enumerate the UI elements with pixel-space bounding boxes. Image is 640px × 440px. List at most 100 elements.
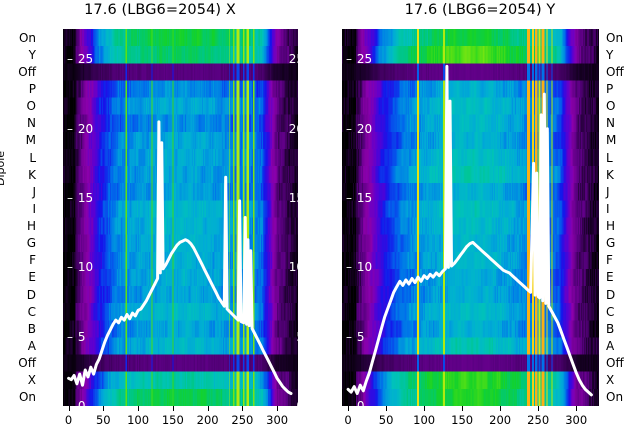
x-tick: [348, 406, 350, 411]
panel-y-title: 17.6 (LBG6=2054) Y: [404, 2, 556, 18]
x-tick-label: 200: [489, 413, 512, 427]
category-label: Off: [606, 64, 624, 79]
inner-y-tick-label: – 25: [67, 52, 94, 67]
heatmap-plot-x[interactable]: – 25 – 20 – 15 – 10 – 5 – 0 25 20 15 10 5 0: [63, 29, 298, 406]
x-tick-label: 0: [344, 413, 352, 427]
category-label: D: [26, 287, 36, 302]
category-label: F: [606, 253, 613, 268]
inner-y-tick-label: – 5: [67, 329, 86, 344]
x-axis-x: 0 50 100 150 200 250 300: [63, 406, 298, 436]
category-label: D: [606, 287, 616, 302]
x-tick-label: 200: [196, 413, 219, 427]
x-tick: [207, 406, 209, 411]
category-label: Off: [18, 64, 36, 79]
x-tick-label: 250: [231, 413, 254, 427]
inner-y-tick-label: – 20: [67, 121, 94, 136]
inner-y-tick-label: – 0: [346, 399, 365, 406]
inner-y-tick-label: – 25: [346, 52, 373, 67]
x-tick-label: 250: [527, 413, 550, 427]
x-tick-label: 300: [266, 413, 289, 427]
overlay-trace-x: [63, 29, 298, 406]
x-tick: [576, 406, 578, 411]
category-label: B: [606, 321, 615, 336]
category-label: L: [606, 150, 613, 165]
trace-path: [346, 64, 593, 397]
category-label: B: [27, 321, 36, 336]
x-tick-label: 50: [95, 413, 111, 427]
category-label: K: [28, 167, 36, 182]
x-tick: [386, 406, 388, 411]
inner-y-tick-label: – 5: [346, 329, 365, 344]
category-label: L: [29, 150, 36, 165]
inner-y-tick-label-right: 5: [296, 331, 298, 343]
category-label: On: [18, 390, 36, 405]
inner-y-tick-label: – 0: [67, 399, 86, 406]
x-axis-y: 0 50 100 150 200 250 300: [342, 406, 599, 436]
inner-y-tick-label-right: 0: [296, 400, 298, 406]
x-tick-label: 50: [378, 413, 394, 427]
x-tick: [424, 406, 426, 411]
category-label: H: [26, 219, 36, 234]
category-label: I: [606, 201, 610, 216]
inner-y-tick-label: – 10: [346, 260, 373, 275]
x-tick-label: 0: [64, 413, 73, 427]
category-label: O: [606, 99, 616, 114]
inner-y-tick-label-right: 15: [288, 191, 298, 206]
category-label: A: [27, 339, 36, 354]
x-tick-label: 300: [565, 413, 588, 427]
category-label: X: [27, 373, 36, 388]
x-tick-label: 150: [451, 413, 474, 427]
category-label: K: [606, 167, 614, 182]
inner-y-tick-label-right: 25: [288, 52, 298, 67]
x-tick: [277, 406, 279, 411]
category-label: E: [28, 270, 36, 285]
panel-x-title: 17.6 (LBG6=2054) X: [84, 2, 236, 18]
trace-svg: [67, 120, 293, 395]
x-tick: [242, 406, 244, 411]
category-label: On: [606, 390, 624, 405]
category-label: A: [606, 339, 615, 354]
x-tick: [462, 406, 464, 411]
category-label: G: [606, 236, 616, 251]
category-label: X: [606, 373, 615, 388]
category-label: Off: [606, 356, 624, 371]
x-tick: [103, 406, 105, 411]
inner-y-tick-label: – 20: [346, 121, 373, 136]
overlay-trace-y: [342, 29, 599, 406]
x-tick: [172, 406, 174, 411]
category-label: J: [606, 184, 610, 199]
trace-path: [67, 120, 293, 395]
category-label: N: [27, 116, 36, 131]
category-label: M: [606, 133, 617, 148]
x-tick-label: 100: [127, 413, 150, 427]
heatmap-plot-y[interactable]: – 25 – 20 – 15 – 10 – 5 – 0: [342, 29, 599, 406]
category-label: On: [606, 30, 624, 45]
x-tick: [138, 406, 140, 411]
inner-y-tick-label-right: 20: [288, 121, 298, 136]
category-axis-right: On Y Off P O N M L K J I H G F E D C B A Off X On: [606, 29, 632, 406]
x-tick-label: 150: [161, 413, 184, 427]
category-label: J: [32, 184, 36, 199]
category-label: E: [606, 270, 614, 285]
category-label: P: [606, 81, 614, 96]
y-axis-label: Dipole: [0, 150, 7, 186]
heatmap-canvas: [342, 29, 599, 406]
x-tick: [538, 406, 540, 411]
category-label: Y: [606, 47, 614, 62]
category-axis-left: On Y Off P O N M L K J I H G F E D C B A Off X On: [10, 29, 36, 406]
category-label: F: [29, 253, 36, 268]
inner-y-tick-label: – 15: [346, 191, 373, 206]
category-label: P: [28, 81, 36, 96]
inner-y-tick-label: – 15: [67, 191, 94, 206]
category-label: On: [18, 30, 36, 45]
panel-x: 17.6 (LBG6=2054) X Dipole On Y Off P O N M L K J I…: [0, 2, 298, 436]
category-label: I: [32, 201, 36, 216]
x-tick: [68, 406, 70, 411]
x-tick: [500, 406, 502, 411]
category-label: H: [606, 219, 616, 234]
category-label: Off: [18, 356, 36, 371]
x-tick-label: 100: [413, 413, 436, 427]
category-label: C: [27, 304, 36, 319]
category-label: G: [26, 236, 36, 251]
